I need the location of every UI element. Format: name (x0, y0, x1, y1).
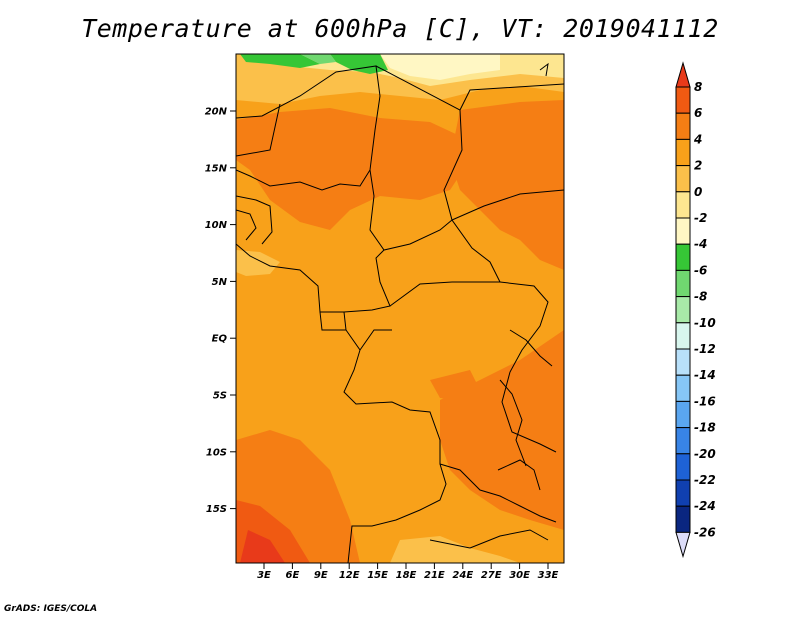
colorbar-segment (675, 138, 691, 167)
map-frame (235, 53, 565, 564)
lat-tick-label: 5N (212, 277, 228, 288)
colorbar-segment (675, 427, 691, 455)
lon-tick-label: 30E (509, 570, 530, 581)
colorbar-label: 0 (694, 185, 702, 199)
colorbar-label: -6 (694, 263, 707, 277)
latitude-axis: 20N 15N 10N 5N EQ 5S 10S 15S (205, 107, 236, 515)
colorbar-segment (675, 374, 691, 402)
grads-credit: GrADS: IGES/COLA (4, 604, 98, 614)
lon-tick-label: 12E (339, 570, 360, 581)
colorbar-segment (675, 165, 691, 193)
lat-tick-label: 15S (206, 504, 227, 515)
lon-tick-label: 15E (367, 570, 388, 581)
lon-tick-label: 18E (396, 570, 417, 581)
colorbar-segment (675, 112, 691, 140)
colorbar-segment (675, 296, 691, 324)
lon-tick-label: 27E (481, 570, 502, 581)
colorbar-label: -16 (694, 394, 716, 408)
colorbar-label: -20 (694, 447, 716, 461)
colorbar-label: -18 (694, 421, 716, 435)
colorbar: 8 6 4 2 0 -2 -4 -6 -8 -10 -12 -14 -16 -18 -20 -22 -24 -26 (675, 61, 716, 559)
colorbar-segment (675, 400, 691, 429)
colorbar-label: -10 (694, 316, 716, 330)
colorbar-label: -22 (694, 473, 716, 487)
colorbar-segment (675, 243, 691, 271)
colorbar-label: -12 (694, 342, 716, 356)
colorbar-label: -14 (694, 368, 716, 382)
colorbar-top-triangle (675, 61, 691, 88)
colorbar-segment (675, 217, 691, 245)
colorbar-label: 6 (694, 106, 702, 120)
lon-tick-label: 3E (257, 570, 271, 581)
colorbar-label: -26 (694, 525, 716, 539)
lon-tick-label: 24E (452, 570, 473, 581)
lat-tick-label: 15N (205, 163, 228, 174)
lon-tick-label: 6E (286, 570, 300, 581)
colorbar-label: -8 (694, 290, 707, 304)
colorbar-label: -2 (694, 211, 707, 225)
colorbar-label: -24 (694, 499, 716, 513)
colorbar-segment (675, 453, 691, 481)
colorbar-segment (675, 322, 691, 350)
colorbar-label: 2 (694, 159, 702, 173)
lon-tick-label: 33E (538, 570, 559, 581)
lon-tick-label: 9E (314, 570, 328, 581)
lon-tick-label: 21E (424, 570, 445, 581)
country-borders (236, 62, 564, 563)
colorbar-label: 4 (693, 132, 702, 146)
lat-tick-label: 5S (213, 391, 227, 402)
colorbar-segment (675, 479, 691, 507)
lat-tick-label: EQ (212, 334, 228, 345)
temperature-field (236, 54, 564, 563)
lat-tick-label: 10S (206, 447, 227, 458)
colorbar-segment (675, 269, 691, 298)
longitude-axis: 3E 6E 9E 12E 15E 18E 21E 24E 27E 30E 33E (257, 563, 559, 581)
lat-tick-label: 10N (205, 220, 228, 231)
colorbar-segment (675, 86, 691, 114)
colorbar-segment (675, 191, 691, 219)
map-title: Temperature at 600hPa [C], VT: 201904111… (81, 14, 719, 43)
colorbar-label: -4 (694, 237, 707, 251)
colorbar-segment (675, 505, 691, 533)
lat-tick-label: 20N (205, 107, 228, 118)
colorbar-segment (675, 348, 691, 376)
colorbar-bottom-triangle (675, 531, 691, 559)
colorbar-label: 8 (694, 80, 702, 94)
